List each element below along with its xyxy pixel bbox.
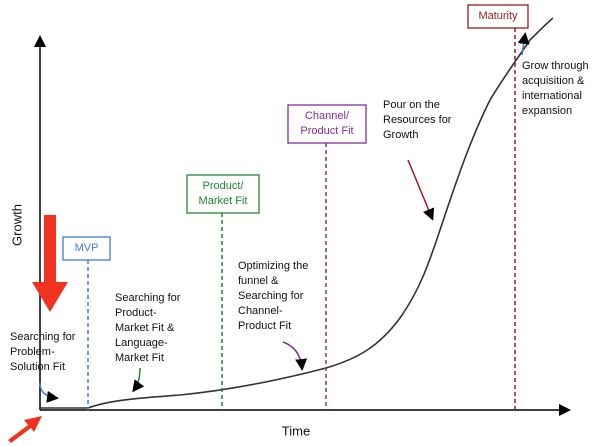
stage-box <box>186 174 260 214</box>
annotation: Optimizing the <box>238 260 308 272</box>
annotation: Market Fit & <box>115 322 175 334</box>
annotation: Channel- <box>238 305 283 317</box>
stage-label: Market Fit <box>199 195 248 207</box>
annotation: Language- <box>115 337 168 349</box>
annotation: Pour on the <box>383 99 440 111</box>
annotation: funnel & <box>238 275 279 287</box>
annotation: Searching for <box>115 292 181 304</box>
big-red-arrow <box>32 215 68 312</box>
y-axis-label: Growth <box>9 204 24 246</box>
stage-label: MVP <box>75 242 99 254</box>
stage-label: Channel/ <box>305 110 350 122</box>
stage-label: Maturity <box>478 10 518 22</box>
annotation: Searching for <box>238 290 304 302</box>
stage-box <box>467 4 529 29</box>
annotation: Market Fit <box>115 352 164 364</box>
stage-box <box>62 236 111 261</box>
pointer-arrow <box>39 382 59 403</box>
annotation: Searching for <box>10 331 76 343</box>
annotation: Product Fit <box>238 320 291 332</box>
growth-curve <box>40 17 554 409</box>
pointer-arrow <box>517 32 530 56</box>
pointer-arrow <box>132 367 145 393</box>
annotation: Resources for <box>383 114 452 126</box>
annotation: Product- <box>115 307 157 319</box>
annotation: expansion <box>522 105 572 117</box>
stages-and-notes: MVP Product/Market Fit Channel/Product Fit… <box>10 4 589 410</box>
stage-box <box>287 104 367 144</box>
pointer-arrow <box>282 341 308 371</box>
annotation: international <box>522 90 582 102</box>
annotation: acquisition & <box>522 75 585 87</box>
annotation: Solution Fit <box>10 361 65 373</box>
small-red-arrow <box>8 416 42 443</box>
annotation: Grow through <box>522 60 589 72</box>
x-axis-label: Time <box>282 423 310 438</box>
stage-label: Product Fit <box>300 125 353 137</box>
annotation: Problem- <box>10 346 55 358</box>
stage-label: Product/ <box>203 180 245 192</box>
annotation: Growth <box>383 129 418 141</box>
pointer-arrow <box>407 159 435 221</box>
